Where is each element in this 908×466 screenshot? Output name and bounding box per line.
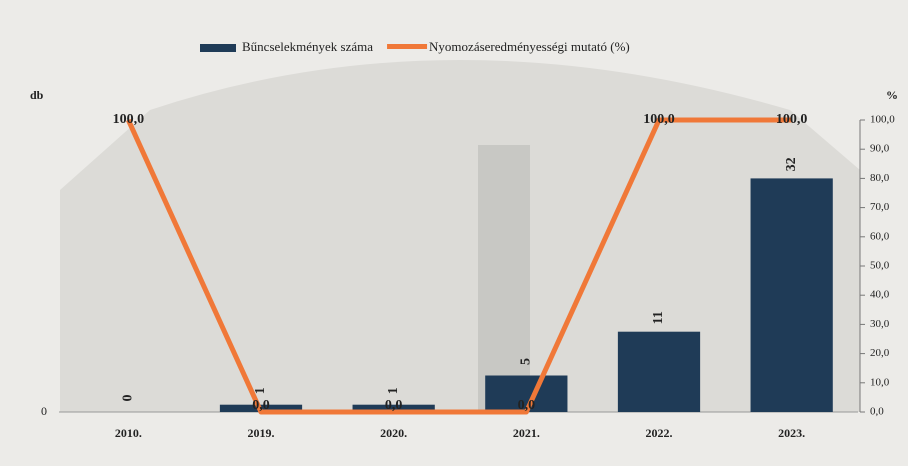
bar-value-label: 5	[519, 358, 534, 365]
bar	[750, 178, 833, 412]
line-value-label: 100,0	[113, 112, 145, 127]
y2-tick-label: 20,0	[870, 347, 890, 359]
y2-tick-label: 60,0	[870, 230, 890, 242]
line-value-label: 0,0	[252, 398, 270, 413]
line-value-label: 0,0	[385, 398, 403, 413]
x-tick-label: 2021.	[513, 426, 540, 440]
line-value-label: 100,0	[643, 112, 675, 127]
x-tick-label: 2022.	[646, 426, 673, 440]
y2-tick-label: 10,0	[870, 376, 890, 388]
y2-tick-label: 80,0	[870, 172, 890, 184]
line-value-label: 100,0	[776, 112, 808, 127]
y2-tick-label: 50,0	[870, 260, 890, 272]
y2-tick-label: 0,0	[870, 406, 884, 418]
line	[126, 117, 792, 415]
bar	[485, 375, 568, 412]
bar-value-label: 0	[121, 395, 136, 402]
legend-swatch	[200, 44, 236, 52]
y2-tick-label: 30,0	[870, 318, 890, 330]
bar	[352, 404, 435, 412]
y-axis-label: db	[30, 88, 44, 102]
bar-value-label: 1	[386, 387, 401, 394]
bar-value-label: 1	[253, 387, 268, 394]
legend-label: Nyomozáseredményességi mutató (%)	[429, 39, 630, 54]
bar	[617, 331, 701, 412]
x-tick-label: 2020.	[380, 426, 407, 440]
legend-swatch	[387, 44, 428, 49]
y2-tick-label: 70,0	[870, 201, 890, 213]
bar-value-label: 32	[784, 157, 799, 171]
bar-value-label: 11	[651, 311, 666, 324]
building-photo	[60, 60, 860, 412]
x-tick-label: 2019.	[248, 426, 275, 440]
legend-label: Bűncselekmények száma	[242, 39, 373, 54]
y2-tick-label: 100,0	[870, 114, 895, 126]
y2-tick-label: 40,0	[870, 289, 890, 301]
building-tower	[478, 145, 530, 412]
x-tick-label: 2010.	[115, 426, 142, 440]
x-tick-label: 2023.	[778, 426, 805, 440]
y2-tick-label: 90,0	[870, 143, 890, 155]
line-value-label: 0,0	[518, 398, 536, 413]
y2-axis-label: %	[886, 88, 898, 102]
y-tick-label: 0	[41, 404, 47, 418]
